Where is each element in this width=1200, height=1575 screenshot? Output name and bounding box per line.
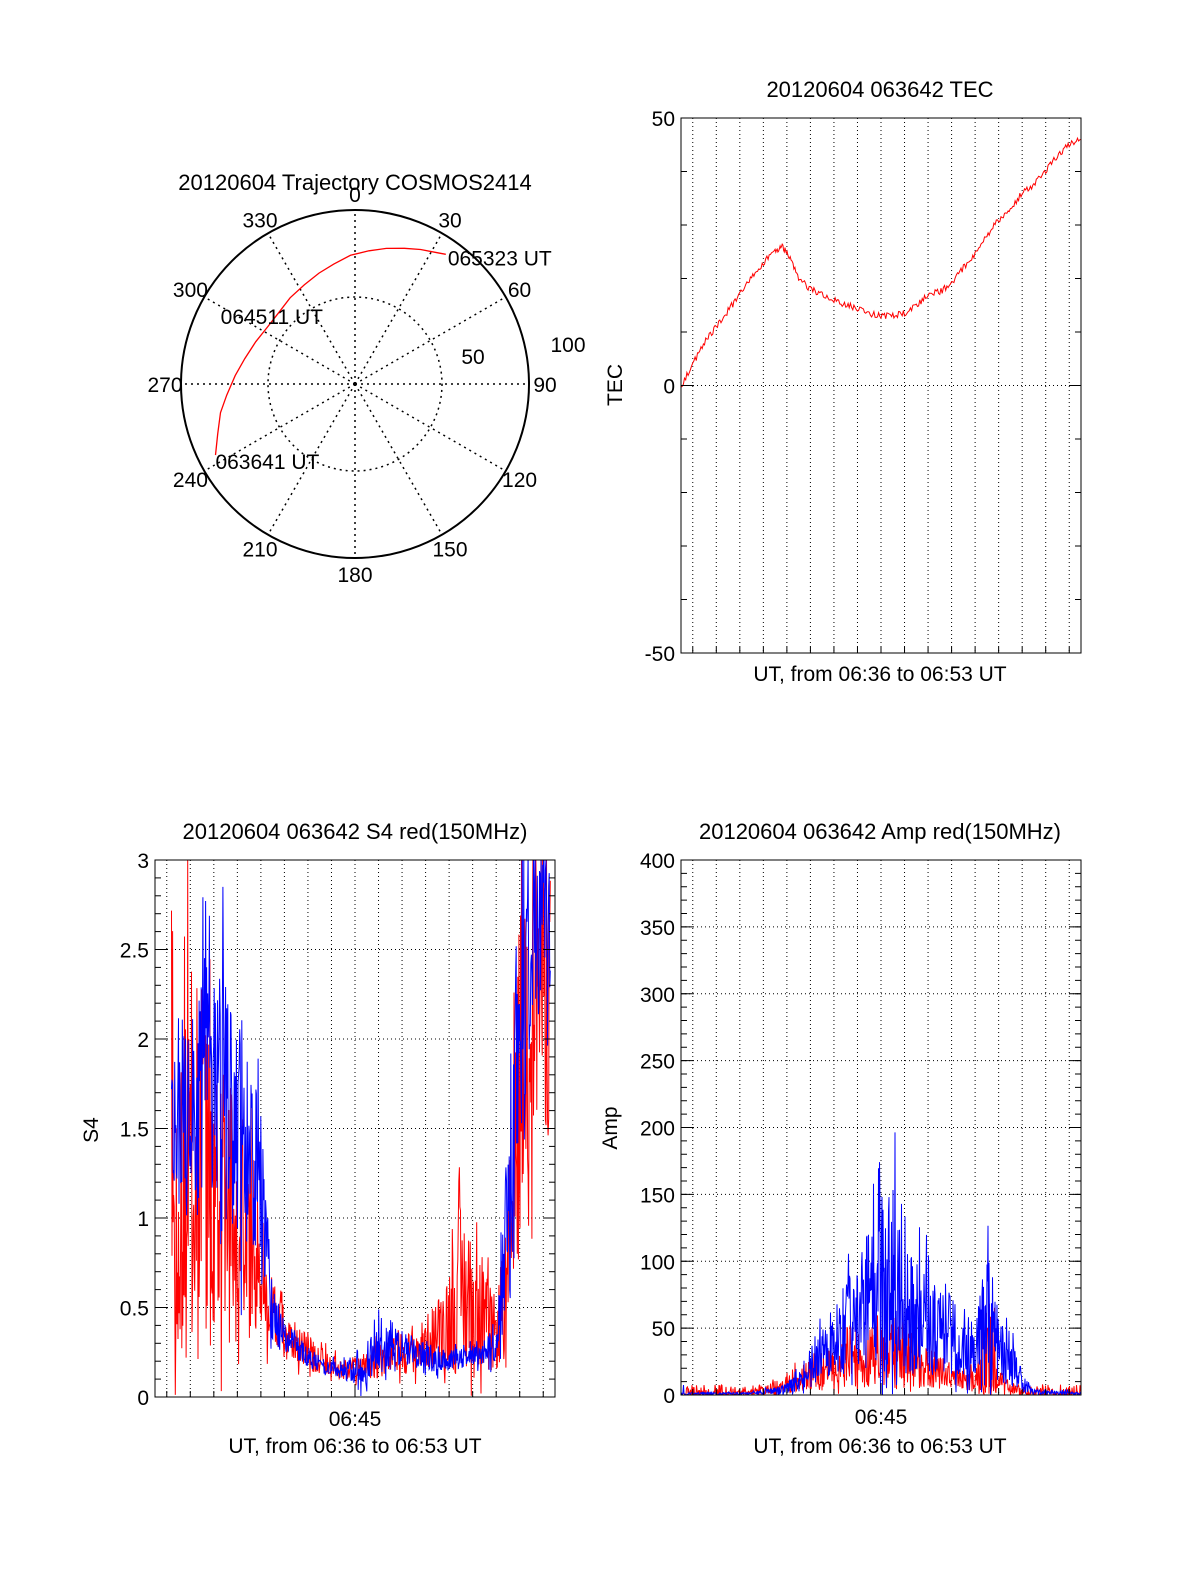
amp-ytick-label: 0	[663, 1385, 675, 1408]
annotation-time-3: 065323 UT	[448, 247, 552, 270]
azimuth-label-330: 330	[242, 209, 277, 232]
tec-ytick-label: -50	[645, 643, 675, 666]
polar-spoke-60	[354, 296, 507, 385]
azimuth-label-30: 30	[438, 209, 461, 232]
amp-series	[681, 1132, 1081, 1395]
tec-series-red	[681, 136, 1081, 388]
amp-ytick-label: 350	[640, 917, 675, 940]
polar-ring-50	[267, 296, 443, 472]
s4-ytick-label: 2.5	[120, 940, 149, 963]
s4-series-red	[171, 860, 551, 1396]
azimuth-labels: 0 30 60 90 120 150 180 210 240 270 300 330	[147, 184, 556, 587]
amp-y-axis-label: Amp	[599, 1106, 622, 1149]
s4-xtick-label: 06:45	[329, 1408, 382, 1431]
azimuth-label-300: 300	[173, 279, 208, 302]
s4-ytick-label: 0	[137, 1387, 149, 1410]
amp-ytick-label: 150	[640, 1184, 675, 1207]
amp-title: 20120604 063642 Amp red(150MHz)	[699, 819, 1061, 844]
s4-x-axis-label: UT, from 06:36 to 06:53 UT	[228, 1435, 481, 1458]
amp-ytick-label: 250	[640, 1051, 675, 1074]
amp-ytick-label: 100	[640, 1251, 675, 1274]
amp-ytick-label: 400	[640, 850, 675, 873]
amp-ytick-label: 50	[652, 1318, 675, 1341]
azimuth-label-210: 210	[242, 539, 277, 562]
tec-y-axis-label: TEC	[604, 364, 627, 406]
trajectory-series	[214, 247, 446, 456]
polar-grid	[181, 210, 529, 558]
tec-ticks: -50 0 50	[645, 108, 1081, 666]
trajectory-line	[214, 247, 446, 456]
s4-ytick-label: 1	[137, 1208, 149, 1231]
tec-ytick-label: 50	[652, 108, 675, 131]
tec-series	[681, 136, 1081, 388]
amp-xtick-label: 06:45	[855, 1406, 908, 1429]
s4-ytick-label: 2	[137, 1029, 149, 1052]
azimuth-label-270: 270	[147, 374, 182, 397]
ring-label-50: 50	[461, 346, 484, 369]
azimuth-label-150: 150	[432, 539, 467, 562]
trajectory-annotations: 063641 UT 064511 UT 065323 UT	[215, 247, 551, 474]
azimuth-label-90: 90	[533, 374, 556, 397]
azimuth-label-0: 0	[349, 184, 361, 207]
s4-y-axis-label: S4	[80, 1117, 103, 1143]
polar-spoke-300	[203, 296, 356, 385]
s4-ytick-label: 0.5	[120, 1298, 149, 1321]
polar-spoke-330	[267, 232, 356, 385]
azimuth-label-240: 240	[173, 469, 208, 492]
amp-ticks: 0 50 100 150 200 250 300 350 400 06:45	[640, 850, 1081, 1429]
amp-panel: 20120604 063642 Amp red(150MHz) 0 50 100 15…	[599, 819, 1082, 1458]
ring-label-100: 100	[550, 334, 585, 357]
annotation-time-2: 064511 UT	[221, 306, 324, 329]
polar-spoke-210	[267, 383, 356, 536]
azimuth-label-60: 60	[508, 279, 531, 302]
polar-spoke-150	[354, 383, 443, 536]
amp-series-blue	[681, 1132, 1081, 1395]
trajectory-title: 20120604 Trajectory COSMOS2414	[178, 170, 531, 195]
tec-ytick-label: 0	[663, 376, 675, 399]
annotation-time-1: 063641 UT	[215, 451, 319, 474]
tec-panel: 20120604 063642 TEC -50 0 50 UT, from 06:3…	[604, 77, 1082, 686]
s4-ytick-label: 1.5	[120, 1119, 149, 1142]
trajectory-panel: 20120604 Trajectory COSMOS2414 0 30 60 90 12…	[147, 170, 585, 587]
amp-x-axis-label: UT, from 06:36 to 06:53 UT	[753, 1435, 1006, 1458]
amp-ytick-label: 300	[640, 984, 675, 1007]
polar-spoke-240	[203, 383, 356, 472]
azimuth-label-180: 180	[337, 564, 372, 587]
s4-ticks: 0 0.5 1 1.5 2 2.5 3 06:45	[120, 850, 555, 1431]
tec-grid	[681, 118, 1081, 653]
s4-series	[171, 860, 551, 1397]
tec-x-axis-label: UT, from 06:36 to 06:53 UT	[753, 663, 1006, 686]
s4-panel: 20120604 063642 S4 red(150MHz) 0 0.5 1 1.5 2…	[80, 819, 556, 1458]
polar-spoke-30	[354, 232, 443, 385]
s4-series-blue	[171, 860, 551, 1397]
polar-spoke-120	[354, 383, 507, 472]
azimuth-label-120: 120	[502, 469, 537, 492]
tec-title: 20120604 063642 TEC	[766, 77, 993, 102]
amp-ytick-label: 200	[640, 1118, 675, 1141]
s4-title: 20120604 063642 S4 red(150MHz)	[183, 819, 528, 844]
polar-boundary	[180, 209, 530, 559]
s4-ytick-label: 3	[137, 850, 149, 873]
